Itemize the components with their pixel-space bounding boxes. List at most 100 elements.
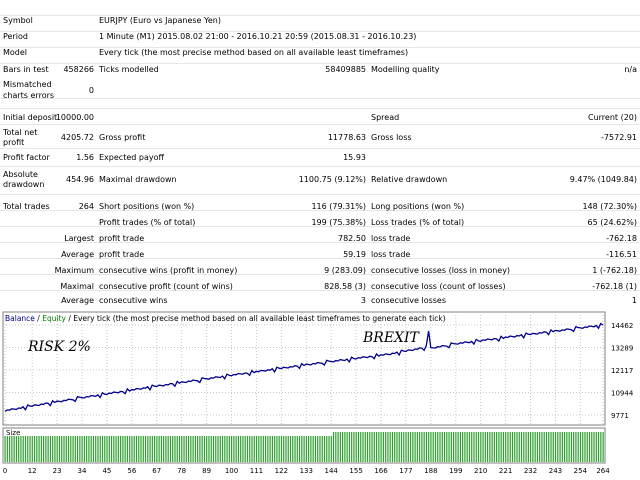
volume-bar	[321, 436, 323, 462]
volume-bar	[260, 436, 262, 462]
volume-bar	[122, 436, 124, 462]
grid	[3, 312, 605, 425]
volume-bar	[416, 432, 418, 462]
report-table: Symbol EURJPY (Euro vs Japanese Yen) Per…	[0, 15, 640, 305]
volume-bar	[289, 436, 292, 462]
net-profit-value: 4205.72	[60, 133, 94, 142]
row-divider	[0, 15, 640, 16]
volume-bar	[24, 436, 27, 462]
volume-bar	[294, 436, 296, 462]
model-label: Model	[3, 48, 28, 57]
short-positions-label: Short positions (won %)	[99, 202, 195, 211]
x-tick-label: 155	[349, 467, 362, 475]
volume-bar	[74, 436, 76, 462]
volume-bar	[385, 432, 387, 462]
volume-bar	[303, 436, 305, 462]
volume-bar	[502, 432, 505, 462]
volume-bar	[144, 436, 147, 462]
volume-bar	[206, 436, 208, 462]
gross-profit-label: Gross profit	[99, 133, 146, 142]
volume-bar	[525, 432, 527, 462]
volume-bar	[514, 432, 516, 462]
y-tick-label: 10944	[611, 389, 634, 397]
volume-bar	[76, 436, 79, 462]
ticks-label: Ticks modelled	[99, 65, 159, 74]
volume-bar	[181, 436, 183, 462]
row-divider	[0, 98, 640, 99]
volume-bar	[224, 436, 226, 462]
volume-bar	[190, 436, 192, 462]
volume-bar	[115, 436, 117, 462]
volume-bar	[480, 432, 482, 462]
mismatch-label-1: Mismatched	[3, 80, 52, 89]
volume-bar	[154, 436, 156, 462]
symbol-value: EURJPY (Euro vs Japanese Yen)	[99, 16, 221, 25]
volume-bar	[274, 436, 276, 462]
maximal-drawdown-label: Maximal drawdown	[99, 175, 177, 184]
row-divider	[0, 47, 640, 48]
volume-bar	[582, 432, 584, 462]
volume-bar	[527, 432, 529, 462]
largest-profit-trade-label: profit trade	[99, 234, 145, 243]
volume-bar	[131, 436, 133, 462]
x-tick-label: 89	[202, 467, 211, 475]
volume-bar	[584, 432, 586, 462]
volume-bar	[308, 436, 310, 462]
net-profit-label-1: Total net	[3, 128, 38, 137]
volume-bar	[339, 432, 341, 462]
x-tick-label: 34	[78, 467, 87, 475]
volume-bar	[108, 436, 110, 462]
cons-profit-count-label: consecutive profit (count of wins)	[99, 282, 233, 291]
volume-bar	[337, 432, 339, 462]
volume-bar	[104, 436, 106, 462]
maximal-label: Maximal	[60, 282, 94, 291]
volume-bar	[285, 436, 287, 462]
plot-frame	[2, 311, 606, 426]
volume-bar	[477, 432, 480, 462]
volume-bar	[457, 432, 459, 462]
volume-bar	[101, 436, 104, 462]
volume-bar	[201, 436, 203, 462]
volume-bar	[22, 436, 24, 462]
volume-bar	[561, 432, 563, 462]
volume-bar	[486, 432, 489, 462]
volume-bar	[29, 436, 31, 462]
volume-bar	[346, 432, 348, 462]
x-tick-label: 232	[524, 467, 537, 475]
x-tick-label: 254	[574, 467, 588, 475]
volume-bar	[471, 432, 473, 462]
volume-bar	[382, 432, 384, 462]
volume-bar	[568, 432, 570, 462]
volume-bar	[520, 432, 523, 462]
relative-drawdown-value: 9.47% (1049.84)	[569, 175, 637, 184]
volume-bar	[65, 436, 67, 462]
volume-bar	[197, 436, 199, 462]
cons-losses-money-label: consecutive losses (loss in money)	[371, 266, 511, 275]
volume-bar	[86, 436, 88, 462]
volume-bar	[31, 436, 33, 462]
deposit-value: 10000.00	[55, 113, 94, 122]
volume-bar	[36, 436, 38, 462]
volume-bar	[174, 436, 176, 462]
volume-bar	[482, 432, 484, 462]
volume-bar	[226, 436, 228, 462]
long-positions-value: 148 (72.30%)	[582, 202, 637, 211]
volume-bar	[407, 432, 409, 462]
avg-cons-losses-label: consecutive losses	[371, 296, 447, 305]
volume-bar	[577, 432, 579, 462]
spread-value: Current (20)	[587, 113, 637, 122]
volume-bar	[523, 432, 525, 462]
volume-bar	[276, 436, 278, 462]
volume-bar	[579, 432, 582, 462]
volume-bar	[52, 436, 54, 462]
average-loss-trade-label: loss trade	[371, 250, 411, 259]
volume-bar	[235, 436, 237, 462]
quality-value: n/a	[624, 65, 637, 74]
volume-bar	[335, 432, 337, 462]
absolute-drawdown-label-2: drawdown	[3, 180, 45, 189]
volume-bar	[212, 436, 215, 462]
volume-bar	[95, 436, 97, 462]
volume-bar	[371, 432, 373, 462]
volume-bar	[475, 432, 477, 462]
volume-bar	[133, 436, 135, 462]
